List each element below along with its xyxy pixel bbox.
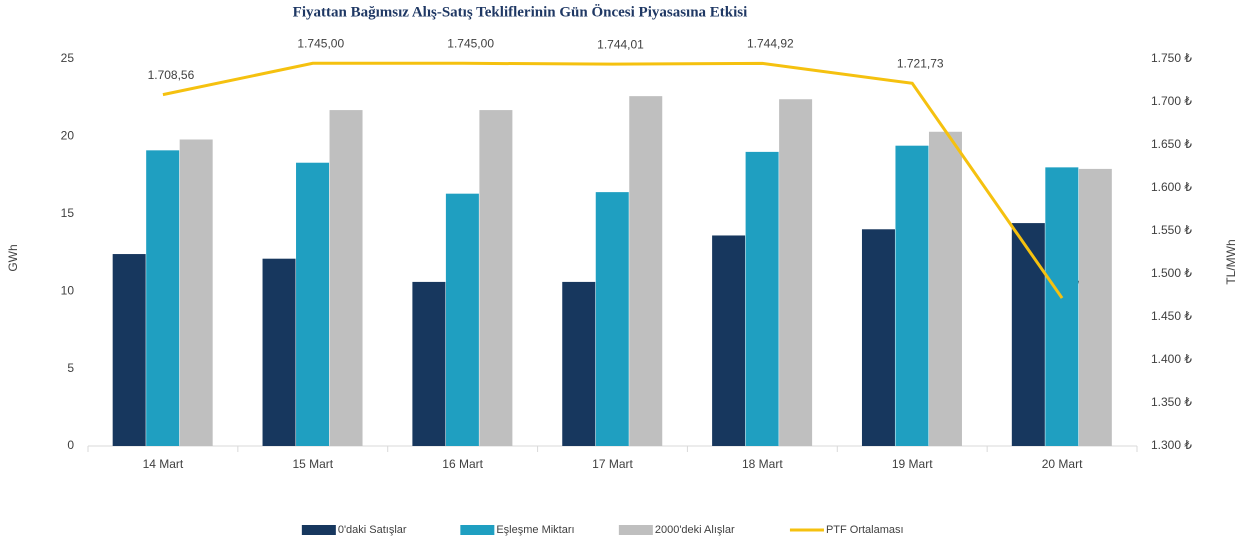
bar (112, 254, 146, 446)
x-tick-label: 20 Mart (1042, 457, 1083, 471)
y-tick-label: 15 (61, 206, 75, 220)
bar (895, 145, 929, 447)
y2-tick-label: 1.400 ₺ (1151, 352, 1192, 366)
y2-tick-label: 1.650 ₺ (1151, 137, 1192, 151)
bar (1045, 167, 1079, 447)
x-tick-label: 15 Mart (292, 457, 333, 471)
data-label: 1.744,92 (747, 37, 794, 51)
x-tick-label: 17 Mart (592, 457, 633, 471)
bar (1078, 168, 1112, 446)
y2-tick-label: 1.700 ₺ (1151, 94, 1192, 108)
data-label: 1.744,01 (597, 37, 644, 51)
bar (595, 192, 629, 446)
y-tick-label: 0 (67, 438, 74, 452)
bar (779, 99, 813, 447)
legend-label: 2000'deki Alışlar (655, 524, 735, 536)
bar (861, 229, 895, 446)
bar (745, 151, 779, 446)
y2-tick-label: 1.300 ₺ (1151, 438, 1192, 452)
bar (329, 110, 363, 447)
bar (629, 96, 663, 446)
bar (296, 162, 330, 446)
legend-swatch (301, 525, 336, 535)
chart-title: Fiyattan Bağımsız Alış-Satış Tekliflerin… (293, 3, 748, 20)
legend-swatch (618, 525, 653, 535)
bar (179, 139, 213, 446)
bar (262, 258, 296, 446)
bar (1011, 223, 1045, 446)
x-tick-label: 18 Mart (742, 457, 783, 471)
legend-label: 0'daki Satışlar (338, 524, 407, 536)
y-tick-label: 25 (61, 51, 75, 65)
bar (479, 110, 513, 447)
legend-label: PTF Ortalaması (826, 524, 904, 536)
bar (562, 281, 596, 446)
data-label: 1.745,00 (297, 36, 344, 50)
y2-tick-label: 1.550 ₺ (1151, 223, 1192, 237)
data-label: 1.721,73 (897, 56, 944, 70)
x-tick-label: 19 Mart (892, 457, 933, 471)
y2-tick-label: 1.600 ₺ (1151, 180, 1192, 194)
bar (712, 235, 746, 446)
x-tick-label: 16 Mart (442, 457, 483, 471)
data-label: 1.708,56 (148, 68, 195, 82)
bar (412, 281, 446, 446)
x-tick-label: 14 Mart (143, 457, 184, 471)
bar (928, 131, 962, 447)
y2-axis-title: TL/MWh (1224, 239, 1238, 284)
bar (146, 150, 180, 446)
y2-tick-label: 1.500 ₺ (1151, 266, 1192, 280)
y2-tick-label: 1.450 ₺ (1151, 309, 1192, 323)
y-tick-label: 20 (61, 129, 75, 143)
y2-tick-label: 1.750 ₺ (1151, 51, 1192, 65)
legend-label: Eşleşme Miktarı (496, 524, 574, 536)
y-axis-title: GWh (6, 244, 20, 271)
line (162, 61, 1064, 299)
bar (445, 193, 479, 446)
y-tick-label: 5 (67, 361, 74, 375)
data-label: 1.745,00 (447, 36, 494, 50)
legend-swatch (460, 525, 495, 535)
y2-tick-label: 1.350 ₺ (1151, 395, 1192, 409)
y-tick-label: 10 (61, 283, 75, 297)
